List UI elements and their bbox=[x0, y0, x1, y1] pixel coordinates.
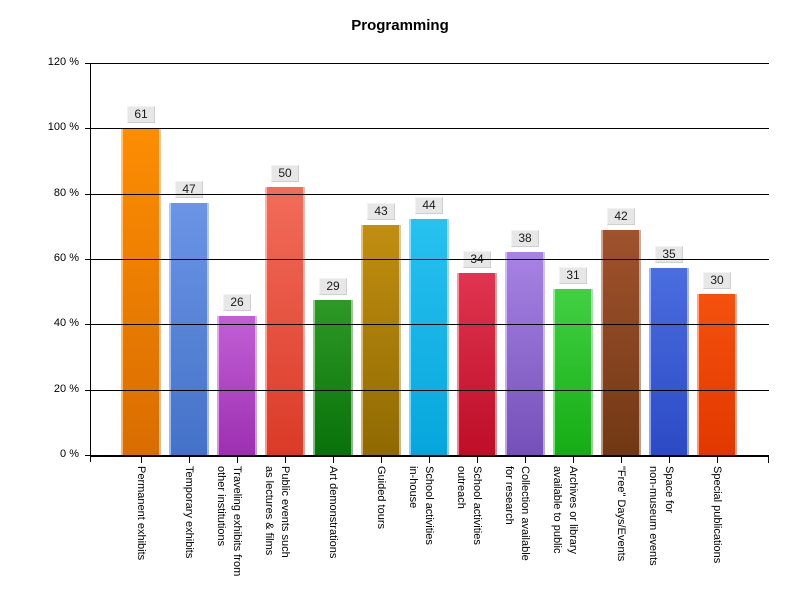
bar-value-label: 44 bbox=[415, 197, 443, 215]
bar bbox=[313, 299, 353, 455]
bar-value-label: 31 bbox=[559, 267, 587, 284]
category-label-slot: School activities outreach bbox=[453, 457, 501, 597]
x-axis-end-tick bbox=[768, 457, 769, 463]
category-label: Art demonstrations bbox=[327, 466, 339, 559]
bar-slot: 50 bbox=[261, 63, 309, 455]
bar bbox=[649, 267, 689, 455]
gridline bbox=[85, 193, 769, 195]
bar-slot: 44 bbox=[405, 63, 453, 455]
bar-value-label: 29 bbox=[319, 277, 347, 295]
category-label-slot: Public events such as lectures & films bbox=[261, 457, 309, 597]
category-label-slot: Guided tours bbox=[357, 457, 405, 597]
category-label-slot: Art demonstrations bbox=[309, 457, 357, 597]
category-label-slot: Space for non-museum events bbox=[645, 457, 693, 597]
category-label-slot: School activities in-house bbox=[405, 457, 453, 597]
x-axis-origin-tick bbox=[90, 455, 91, 462]
bar-value-label: 50 bbox=[271, 165, 299, 183]
bar-slot: 31 bbox=[549, 63, 597, 455]
bar-slot: 38 bbox=[501, 63, 549, 455]
category-label-slot: Special publications bbox=[693, 457, 741, 597]
bar-slot: 47 bbox=[165, 63, 213, 455]
y-axis-tick-label: 120 % bbox=[47, 56, 79, 68]
gridline bbox=[85, 128, 769, 130]
category-labels-row: Permanent exhibits Temporary exhibits Trav… bbox=[117, 457, 741, 597]
bar bbox=[601, 230, 641, 455]
category-label: Space for non-museum events bbox=[647, 466, 675, 566]
bar-slot: 34 bbox=[453, 63, 501, 455]
category-label-slot: Collection available for research bbox=[501, 457, 549, 597]
category-label-slot: "Free" Days/Events bbox=[597, 457, 645, 597]
y-axis-tick-label: 80 % bbox=[53, 186, 79, 199]
category-label: Guided tours bbox=[375, 466, 387, 529]
y-axis-tick-label: 60 % bbox=[53, 252, 79, 264]
category-label: Traveling exhibits from other institutio… bbox=[215, 466, 243, 577]
bar bbox=[265, 187, 305, 455]
bar-slot: 43 bbox=[357, 63, 405, 455]
category-label-slot: Temporary exhibits bbox=[165, 457, 213, 597]
y-axis-tick-label: 20 % bbox=[53, 382, 79, 395]
bar-value-label: 35 bbox=[655, 245, 683, 263]
category-label: School activities outreach bbox=[455, 466, 483, 545]
chart-title: Programming bbox=[351, 17, 449, 34]
bar-value-label: 42 bbox=[607, 208, 635, 226]
bar-slot: 30 bbox=[693, 63, 741, 455]
bar bbox=[169, 203, 209, 455]
bar-slot: 35 bbox=[645, 63, 693, 455]
bar-slot: 26 bbox=[213, 63, 261, 455]
category-label-slot: Archives or library available to public bbox=[549, 457, 597, 597]
bar-value-label: 30 bbox=[703, 272, 731, 290]
bar-value-label: 47 bbox=[175, 181, 203, 199]
bar bbox=[553, 289, 593, 455]
gridline bbox=[85, 389, 769, 391]
bar bbox=[121, 128, 161, 455]
gridline bbox=[85, 63, 769, 64]
category-label-slot: Traveling exhibits from other institutio… bbox=[213, 457, 261, 597]
gridline bbox=[85, 324, 769, 326]
y-axis-tick-label: 100 % bbox=[47, 121, 79, 134]
bars-row: 61 47 26 50 29 43 44 34 38 31 42 35 30 bbox=[117, 63, 741, 455]
category-label: Special publications bbox=[711, 466, 723, 564]
plot-area: 61 47 26 50 29 43 44 34 38 31 42 35 30 Permanent exh… bbox=[48, 56, 769, 576]
y-axis-tick-label: 40 % bbox=[53, 317, 79, 330]
bar-value-label: 38 bbox=[511, 229, 539, 247]
category-label: School activities in-house bbox=[407, 466, 435, 545]
category-label-slot: Permanent exhibits bbox=[117, 457, 165, 597]
bar-value-label: 61 bbox=[127, 106, 155, 124]
bar-slot: 29 bbox=[309, 63, 357, 455]
category-label: Collection available for research bbox=[503, 466, 531, 561]
bar bbox=[217, 315, 257, 455]
bar bbox=[409, 219, 449, 455]
category-label: "Free" Days/Events bbox=[615, 466, 627, 562]
bar bbox=[505, 251, 545, 455]
bar bbox=[361, 224, 401, 455]
bar-slot: 42 bbox=[597, 63, 645, 455]
category-label: Public events such as lectures & films bbox=[263, 466, 291, 558]
gridline bbox=[85, 259, 769, 260]
bar bbox=[697, 294, 737, 455]
y-axis-tick-label: 0 % bbox=[60, 448, 79, 460]
category-label: Temporary exhibits bbox=[183, 466, 195, 559]
bar-value-label: 26 bbox=[223, 293, 251, 311]
bar-slot: 61 bbox=[117, 63, 165, 455]
bar-value-label: 43 bbox=[367, 202, 395, 220]
category-label: Permanent exhibits bbox=[135, 466, 147, 561]
bar bbox=[457, 272, 497, 455]
gridline bbox=[85, 455, 769, 456]
category-label: Archives or library available to public bbox=[551, 466, 579, 555]
